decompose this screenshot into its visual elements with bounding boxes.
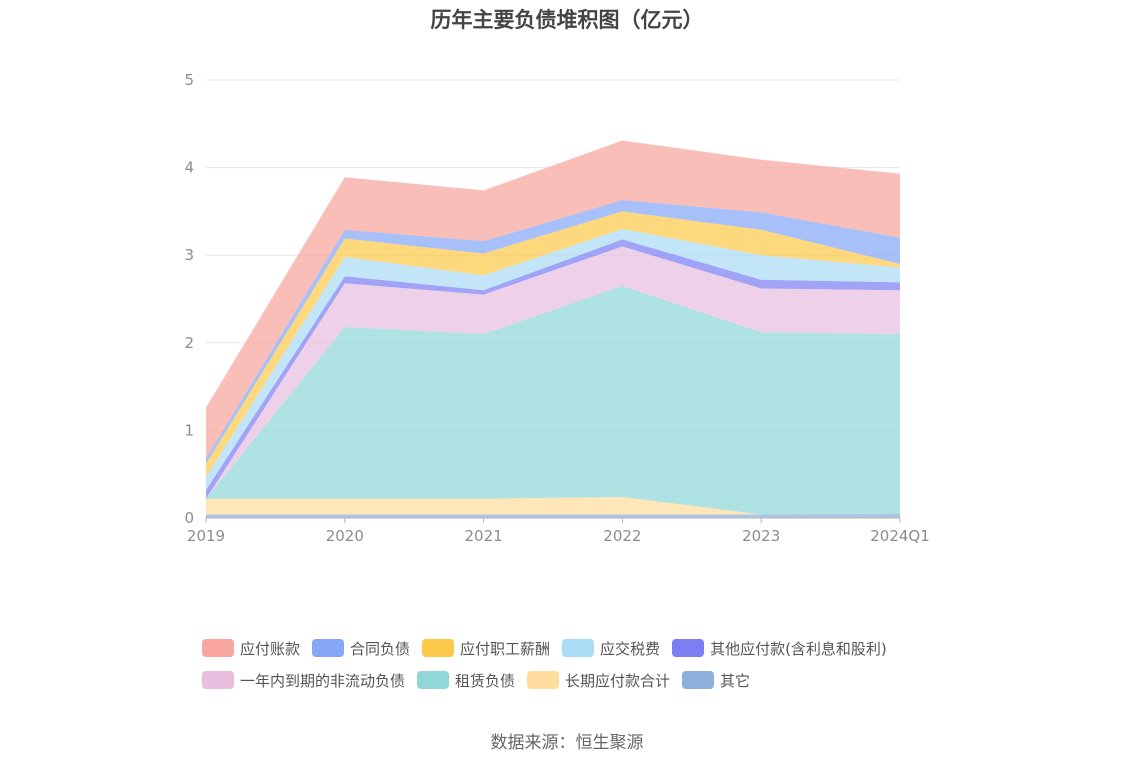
legend-item[interactable]: 长期应付款合计	[527, 670, 670, 691]
x-tick-label: 2021	[465, 527, 503, 545]
x-tick-label: 2019	[187, 527, 225, 545]
legend-swatch	[417, 671, 450, 689]
area-series-8	[206, 140, 900, 459]
area-series-1	[206, 496, 900, 515]
legend-swatch	[527, 671, 560, 689]
area-series-3	[206, 246, 900, 499]
legend-item[interactable]: 其他应付款(含利息和股利)	[672, 638, 887, 659]
legend-swatch	[202, 639, 234, 657]
x-tick-label: 2023	[742, 527, 780, 545]
legend-label: 其它	[720, 671, 751, 690]
legend-item[interactable]: 应付账款	[202, 638, 300, 659]
legend-item[interactable]: 应交税费	[562, 638, 660, 659]
legend-label: 一年内到期的非流动负债	[240, 671, 406, 690]
y-tick-label: 1	[184, 421, 194, 439]
y-tick-label: 0	[184, 509, 194, 527]
x-tick-label: 2022	[603, 527, 641, 545]
legend-label: 租赁负债	[455, 671, 516, 690]
legend-label: 应付账款	[240, 639, 301, 658]
y-tick-label: 3	[184, 246, 194, 264]
legend-item[interactable]: 应付职工薪酬	[422, 638, 550, 659]
legend-item[interactable]: 合同负债	[312, 638, 410, 659]
data-source-note: 数据来源：恒生聚源	[490, 733, 644, 753]
legend-item[interactable]: 其它	[682, 670, 750, 691]
legend-swatch	[672, 639, 705, 657]
legend-label: 应付职工薪酬	[460, 639, 551, 658]
legend-label: 应交税费	[600, 639, 661, 658]
legend-label: 其他应付款(含利息和股利)	[710, 639, 887, 658]
legend-swatch	[202, 671, 234, 689]
legend-item[interactable]: 一年内到期的非流动负债	[202, 670, 405, 691]
y-tick-label: 5	[184, 71, 194, 89]
area-series	[206, 140, 900, 518]
area-series-0	[206, 513, 900, 518]
area-series-7	[206, 200, 900, 464]
x-tick-label: 2020	[326, 527, 364, 545]
axes: 0 1 2 3 4 5 2019 2020 2021 2022 2023 2024Q1	[184, 71, 929, 545]
y-tick-label: 4	[184, 159, 194, 177]
legend: 应付账款 合同负债 应付职工薪酬 应交税费 其他应付款(含利息和股利) 一年内到期的非流动…	[202, 632, 962, 696]
legend-swatch	[682, 671, 715, 689]
legend-row: 一年内到期的非流动负债 租赁负债 长期应付款合计 其它	[202, 664, 962, 696]
legend-swatch	[422, 639, 455, 657]
legend-label: 长期应付款合计	[565, 671, 671, 690]
legend-item[interactable]: 租赁负债	[417, 670, 515, 691]
legend-swatch	[312, 639, 345, 657]
legend-row: 应付账款 合同负债 应付职工薪酬 应交税费 其他应付款(含利息和股利)	[202, 632, 962, 664]
area-series-2	[206, 285, 900, 515]
chart-title: 历年主要负债堆积图（亿元）	[430, 8, 704, 32]
legend-swatch	[562, 639, 595, 657]
x-tick-label: 2024Q1	[870, 527, 930, 545]
y-tick-label: 2	[184, 334, 194, 352]
legend-label: 合同负债	[350, 639, 411, 658]
